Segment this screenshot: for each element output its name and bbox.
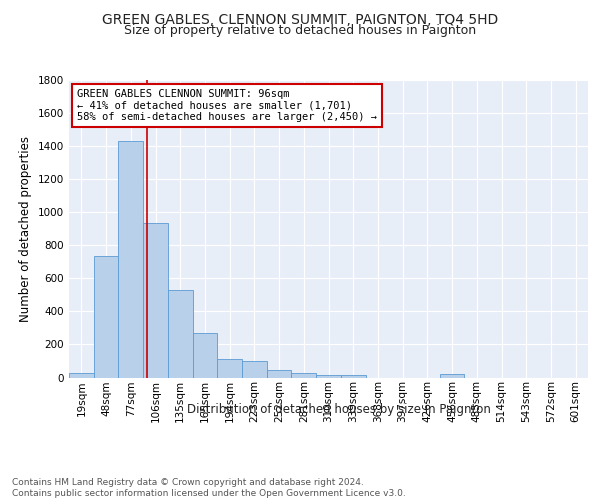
Bar [267,370,292,378]
Text: Distribution of detached houses by size in Paignton: Distribution of detached houses by size … [187,402,491,415]
Bar [217,360,242,378]
Bar [69,374,94,378]
Text: GREEN GABLES, CLENNON SUMMIT, PAIGNTON, TQ4 5HD: GREEN GABLES, CLENNON SUMMIT, PAIGNTON, … [102,12,498,26]
Bar [118,141,143,378]
Bar [341,375,365,378]
Bar [440,374,464,378]
Text: Contains HM Land Registry data © Crown copyright and database right 2024.
Contai: Contains HM Land Registry data © Crown c… [12,478,406,498]
Bar [316,375,341,378]
Text: GREEN GABLES CLENNON SUMMIT: 96sqm
← 41% of detached houses are smaller (1,701)
: GREEN GABLES CLENNON SUMMIT: 96sqm ← 41%… [77,89,377,122]
Bar [193,333,217,378]
Bar [94,256,118,378]
Y-axis label: Number of detached properties: Number of detached properties [19,136,32,322]
Bar [292,374,316,378]
Bar [242,361,267,378]
Bar [168,290,193,378]
Bar [143,223,168,378]
Text: Size of property relative to detached houses in Paignton: Size of property relative to detached ho… [124,24,476,37]
